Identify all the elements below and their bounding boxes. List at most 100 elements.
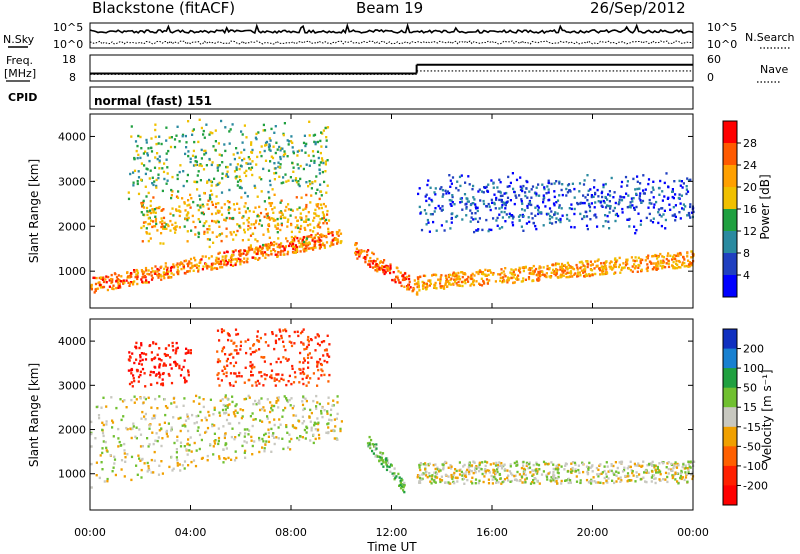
- power-cell: [183, 201, 186, 204]
- velocity-cell: [286, 399, 289, 402]
- velocity-cell: [205, 418, 208, 422]
- power-cell: [628, 217, 631, 221]
- power-cell: [313, 133, 317, 137]
- power-cell: [503, 192, 506, 195]
- power-cell: [621, 207, 624, 211]
- power-cell: [284, 173, 287, 176]
- power-cell: [187, 154, 190, 158]
- velocity-cell: [323, 373, 326, 377]
- power-cell: [196, 188, 199, 191]
- velocity-cell: [679, 472, 682, 475]
- power-cell: [188, 260, 191, 263]
- power-cell: [245, 162, 248, 165]
- power-cell: [223, 251, 226, 254]
- power-cell: [547, 179, 550, 182]
- velocity-cell: [271, 331, 274, 334]
- power-cell: [425, 282, 428, 285]
- power-cell: [312, 248, 315, 251]
- power-cell: [175, 208, 178, 211]
- power-cell: [293, 237, 296, 240]
- velocity-cell: [179, 469, 182, 472]
- power-cell: [298, 184, 301, 188]
- power-cell: [269, 204, 272, 207]
- power-cell: [259, 249, 262, 252]
- power-cell: [483, 282, 486, 285]
- station-title: Blackstone (fitACF): [92, 0, 235, 17]
- power-cell: [657, 255, 660, 258]
- velocity-cell: [513, 474, 516, 478]
- velocity-cell: [235, 333, 238, 336]
- power-cell: [286, 252, 289, 256]
- velocity-cell: [322, 340, 325, 343]
- power-cell: [158, 274, 161, 277]
- velocity-cell: [163, 398, 166, 401]
- power-cell: [219, 266, 222, 269]
- power-cell: [429, 282, 432, 285]
- power-cell: [267, 145, 271, 149]
- velocity-cell: [282, 329, 285, 332]
- velocity-cell: [120, 418, 123, 422]
- velocity-cell: [256, 379, 259, 383]
- velocity-cell: [329, 413, 332, 417]
- power-cell: [638, 197, 641, 200]
- power-cell: [486, 190, 489, 193]
- power-cell: [568, 271, 571, 275]
- power-cell: [671, 188, 674, 191]
- power-cell: [632, 177, 635, 181]
- power-cell: [276, 255, 279, 258]
- power-cell: [687, 265, 690, 268]
- velocity-cell: [368, 441, 371, 445]
- power-cell: [417, 192, 420, 196]
- power-cell: [673, 254, 676, 257]
- velocity-cell: [301, 377, 304, 381]
- velocity-cell: [560, 479, 563, 483]
- power-cell: [258, 205, 261, 209]
- power-cell: [573, 207, 576, 211]
- velocity-cell: [421, 473, 424, 476]
- power-cell: [268, 216, 271, 219]
- velocity-cell: [418, 466, 421, 469]
- power-cell: [142, 206, 146, 209]
- velocity-cell: [380, 462, 383, 466]
- velocity-cell: [172, 349, 175, 352]
- power-cell: [665, 262, 668, 265]
- power-cell: [320, 206, 323, 210]
- power-cell: [323, 215, 326, 218]
- velocity-cell: [468, 472, 471, 475]
- power-cell: [113, 272, 116, 275]
- power-cell: [633, 259, 636, 263]
- velocity-cell: [275, 401, 278, 404]
- power-cell: [310, 187, 313, 190]
- power-cell: [142, 201, 145, 204]
- power-cell: [191, 154, 195, 157]
- velocity-cell: [135, 464, 138, 467]
- velocity-cell: [603, 469, 606, 473]
- noise-traces: [89, 22, 694, 45]
- velocity-cell: [234, 436, 237, 439]
- power-cell: [282, 153, 286, 157]
- power-cell: [515, 196, 518, 199]
- power-cell: [304, 220, 308, 223]
- power-cell: [624, 175, 628, 179]
- power-cell: [528, 199, 531, 203]
- power-cell: [320, 131, 323, 134]
- power-cell: [675, 254, 678, 257]
- velocity-cell: [450, 467, 453, 470]
- velocity-cell: [321, 369, 324, 373]
- velocity-cell: [178, 366, 181, 370]
- velocity-cell: [676, 480, 679, 483]
- power-cell: [202, 205, 205, 208]
- power-cell: [554, 263, 557, 267]
- velocity-cell: [460, 470, 463, 474]
- power-cell: [90, 283, 93, 287]
- velocity-cell: [599, 463, 602, 466]
- velocity-cell: [178, 463, 181, 466]
- power-cell: [450, 199, 453, 202]
- power-cell: [535, 267, 538, 271]
- velocity-cell: [183, 445, 186, 448]
- power-colorbar-swatch: [723, 253, 737, 276]
- power-cell: [308, 241, 311, 244]
- power-cell: [559, 276, 562, 279]
- power-cell: [577, 271, 580, 274]
- power-cell: [259, 219, 262, 222]
